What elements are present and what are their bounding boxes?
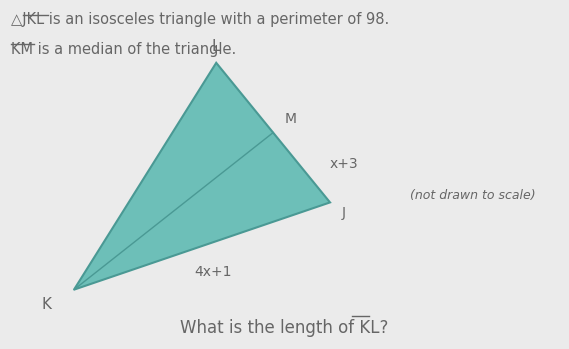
Point (8, 42, 15, 46)
Point (348, 314, 355, 318)
Text: J: J (341, 206, 345, 220)
Text: 4x+1: 4x+1 (195, 265, 232, 279)
Polygon shape (74, 63, 330, 290)
Text: L: L (212, 39, 220, 54)
Text: (not drawn to scale): (not drawn to scale) (410, 189, 535, 202)
Text: KM is a median of the triangle.: KM is a median of the triangle. (11, 42, 237, 57)
Text: M: M (284, 112, 296, 126)
Text: x+3: x+3 (330, 157, 358, 171)
Text: K: K (41, 297, 51, 312)
Text: What is the length of KL?: What is the length of KL? (180, 319, 389, 337)
Point (365, 314, 372, 318)
Point (45, 13, 52, 17)
Point (31, 42, 38, 46)
Text: △JKL is an isosceles triangle with a perimeter of 98.: △JKL is an isosceles triangle with a per… (11, 12, 390, 27)
Point (19, 13, 26, 17)
